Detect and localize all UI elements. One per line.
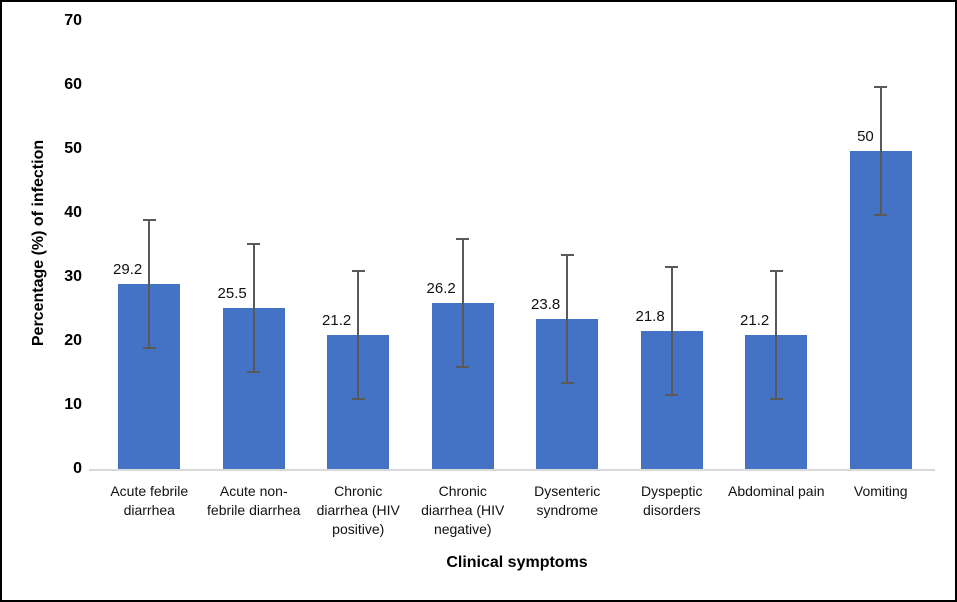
error-bar [879, 87, 882, 215]
x-axis-line [89, 469, 935, 471]
y-tick-label: 60 [64, 76, 82, 93]
data-label: 21.2 [322, 312, 352, 330]
error-bar-top-cap [247, 242, 261, 245]
y-tick-label: 0 [73, 460, 82, 477]
y-tick-label: 70 [64, 12, 82, 29]
error-bar-top-cap [874, 86, 888, 88]
error-bar-top-cap [456, 238, 470, 241]
error-bar-top-cap [769, 270, 783, 273]
error-bar [775, 271, 778, 400]
error-bar-bottom-cap [874, 214, 888, 216]
category-label: Acute febrile diarrhea [110, 483, 189, 518]
error-bar [670, 267, 673, 396]
error-bar-bottom-cap [142, 347, 156, 350]
category-label: Dyspeptic disorders [641, 483, 703, 518]
error-bar [461, 239, 464, 368]
data-label: 23.8 [531, 295, 561, 313]
data-label: 21.8 [635, 308, 665, 326]
error-bar [357, 271, 360, 400]
error-bar [148, 220, 151, 349]
error-bar-bottom-cap [351, 398, 365, 401]
y-tick-label: 30 [64, 268, 82, 285]
y-tick-label: 40 [64, 204, 82, 221]
category-label: Dysenteric syndrome [534, 483, 601, 518]
y-tick-label: 50 [64, 140, 82, 157]
error-bar-top-cap [665, 266, 679, 269]
category-label: Chronic diarrhea (HIV negative) [421, 483, 505, 537]
category-label: Acute non-febrile diarrhea [207, 483, 301, 518]
error-bar-bottom-cap [560, 381, 574, 384]
y-tick-label: 10 [64, 396, 82, 413]
error-bar-top-cap [142, 219, 156, 222]
error-bar-top-cap [351, 270, 365, 273]
error-bar-bottom-cap [769, 398, 783, 401]
data-label: 26.2 [426, 280, 456, 298]
category-label: Vomiting [853, 483, 908, 499]
data-label: 21.2 [740, 312, 770, 330]
error-bar-top-cap [560, 253, 574, 256]
error-bar-bottom-cap [665, 394, 679, 397]
data-label: 29.2 [113, 261, 143, 279]
error-bar-bottom-cap [247, 370, 261, 373]
error-bar-bottom-cap [456, 366, 470, 369]
category-label: Chronic diarrhea (HIV positive) [316, 483, 400, 537]
category-label: Abdominal pain [727, 483, 825, 499]
x-axis-title: Clinical symptoms [446, 554, 588, 571]
data-label: 25.5 [217, 284, 247, 302]
y-tick-label: 20 [64, 332, 82, 349]
data-label: 50 [857, 128, 874, 145]
error-bar [252, 243, 255, 372]
error-bar [566, 254, 569, 383]
